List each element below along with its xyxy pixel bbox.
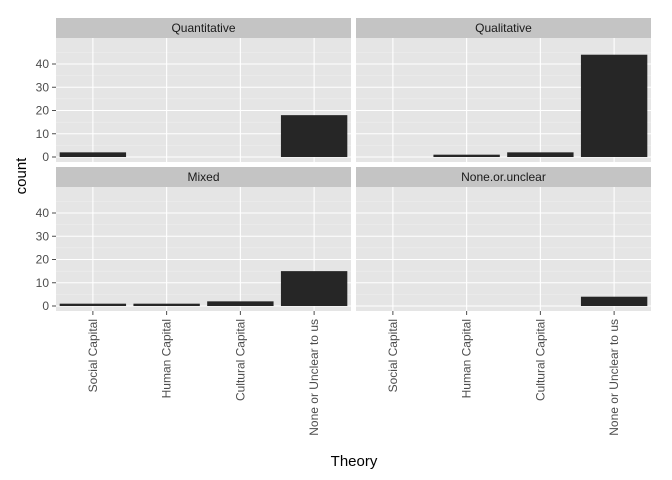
y-tick-label: 20 (36, 104, 50, 118)
facet-panel: Mixed (56, 167, 351, 311)
y-tick-label: 40 (36, 206, 50, 220)
y-tick-label: 10 (36, 276, 50, 290)
y-tick-label: 0 (42, 150, 49, 164)
bar (507, 152, 574, 157)
x-tick-label: Cultural Capital (533, 319, 547, 401)
x-axis-title: Theory (331, 453, 378, 470)
bar (59, 303, 127, 306)
y-axis-title: count (13, 157, 30, 195)
bar (280, 115, 348, 157)
facet-panel: Quantitative (56, 18, 351, 162)
panel-background (356, 187, 651, 311)
facet-strip (356, 18, 651, 38)
facet-panels: Quantitative Qualitative Mixed None.or.uncl… (56, 18, 651, 311)
x-tick-label: Social Capital (386, 319, 400, 392)
facet-panel: None.or.unclear (356, 167, 651, 311)
x-tick-label: Social Capital (86, 319, 100, 392)
y-tick-label: 20 (36, 253, 50, 267)
bar (580, 54, 648, 158)
y-axes: 0 10 20 30 40 0 10 20 30 40 (36, 57, 56, 313)
y-tick-label: 10 (36, 127, 50, 141)
facet-strip (356, 167, 651, 187)
y-tick-label: 0 (42, 299, 49, 313)
x-tick-label: None or Unclear to us (607, 319, 621, 436)
facet-strip-label: Quantitative (171, 21, 235, 35)
facet-strip (56, 167, 351, 187)
y-tick-label: 30 (36, 229, 50, 243)
x-tick-label: None or Unclear to us (307, 319, 321, 436)
bar (207, 301, 274, 306)
bar (59, 152, 127, 157)
x-tick-label: Human Capital (160, 319, 174, 398)
bar (580, 296, 648, 306)
bar (133, 303, 200, 306)
facet-strip-label: None.or.unclear (461, 170, 546, 184)
facet-strip (56, 18, 351, 38)
y-tick-label: 40 (36, 57, 50, 71)
x-tick-label: Cultural Capital (233, 319, 247, 401)
y-tick-label: 30 (36, 80, 50, 94)
x-tick-label: Human Capital (460, 319, 474, 398)
facet-strip-label: Qualitative (475, 21, 532, 35)
bar (280, 271, 348, 306)
facet-strip-label: Mixed (187, 170, 219, 184)
x-axis: Social Capital Human Capital Cultural Capi… (86, 311, 621, 436)
bar (433, 154, 500, 157)
facet-panel: Qualitative (356, 18, 651, 162)
